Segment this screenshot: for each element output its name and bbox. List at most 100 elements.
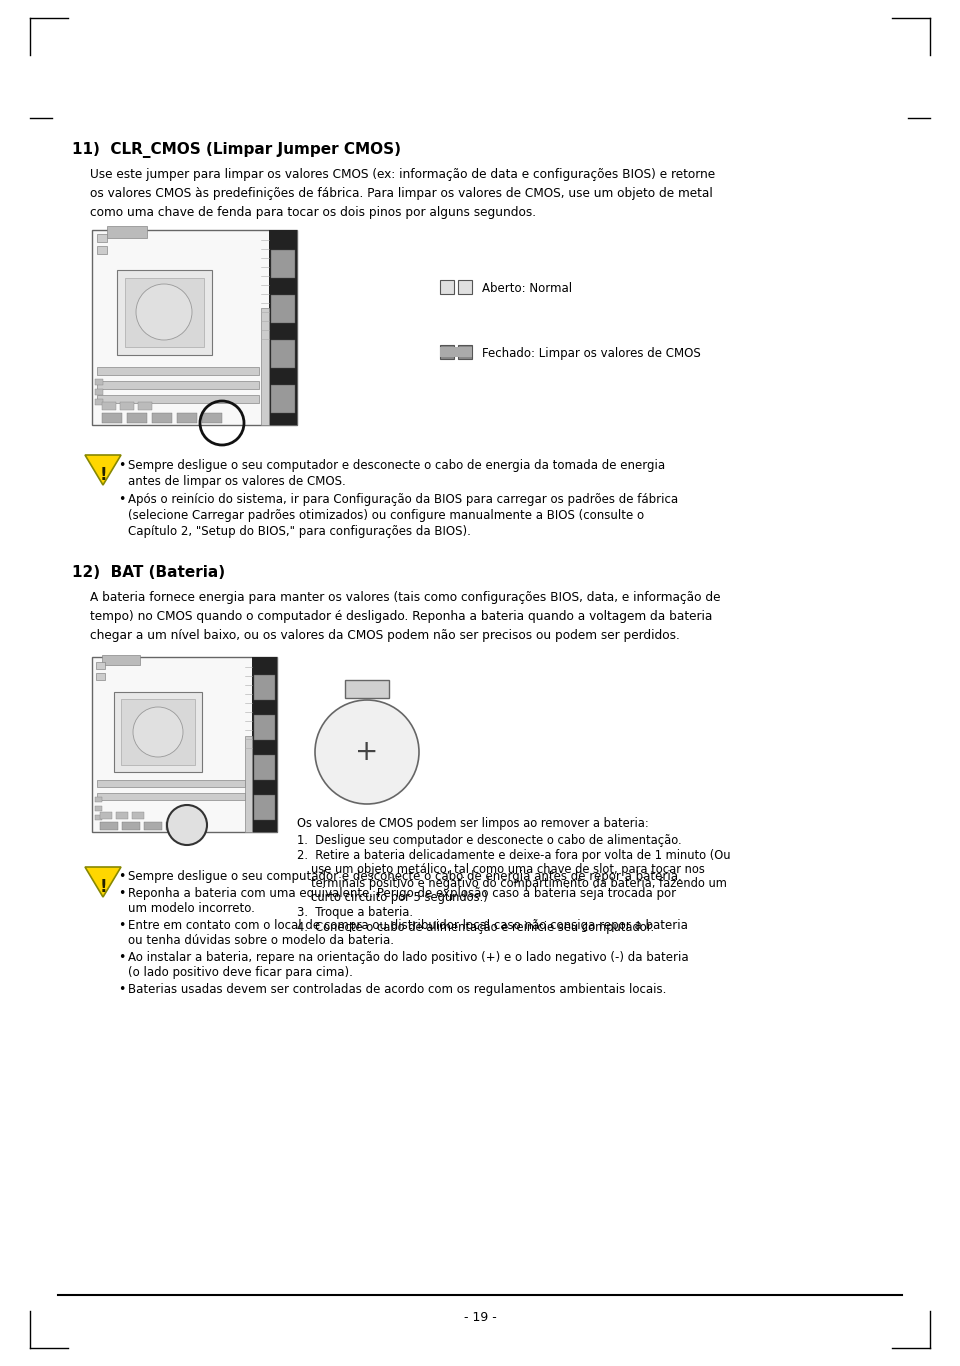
Bar xyxy=(122,822,140,831)
Text: os valores CMOS às predefinições de fábrica. Para limpar os valores de CMOS, use: os valores CMOS às predefinições de fábr… xyxy=(90,187,712,199)
Text: •: • xyxy=(118,887,126,899)
Bar xyxy=(107,225,147,238)
Bar xyxy=(125,279,204,347)
Text: +: + xyxy=(355,738,378,766)
Text: !: ! xyxy=(99,466,107,484)
Bar xyxy=(166,822,184,831)
Text: Use este jumper para limpar os valores CMOS (ex: informação de data e configuraç: Use este jumper para limpar os valores C… xyxy=(90,168,715,182)
Bar xyxy=(345,680,389,698)
Circle shape xyxy=(167,805,207,846)
Text: 2.  Retire a bateria delicadamente e deixe-a fora por volta de 1 minuto (Ou: 2. Retire a bateria delicadamente e deix… xyxy=(297,850,731,862)
Text: tempo) no CMOS quando o computador é desligado. Reponha a bateria quando a volta: tempo) no CMOS quando o computador é des… xyxy=(90,611,712,623)
Polygon shape xyxy=(85,867,121,897)
Bar xyxy=(95,816,102,820)
Bar xyxy=(458,280,472,294)
Bar xyxy=(116,811,128,820)
Text: •: • xyxy=(118,982,126,996)
Text: terminais positivo e negativo do compartimento da bateria, fazendo um: terminais positivo e negativo do compart… xyxy=(311,877,727,891)
Bar xyxy=(102,413,122,423)
Bar xyxy=(440,347,472,357)
Text: antes de limpar os valores de CMOS.: antes de limpar os valores de CMOS. xyxy=(128,475,346,488)
Bar xyxy=(102,402,116,410)
Bar xyxy=(269,229,297,425)
Bar xyxy=(252,657,277,832)
Bar xyxy=(144,822,162,831)
Bar xyxy=(117,270,212,355)
Text: 1.  Desligue seu computador e desconecte o cabo de alimentação.: 1. Desligue seu computador e desconecte … xyxy=(297,835,682,847)
Bar xyxy=(97,234,107,242)
Bar xyxy=(245,736,252,832)
Bar xyxy=(440,346,454,359)
Bar xyxy=(95,378,103,385)
Bar xyxy=(95,806,102,811)
Bar xyxy=(271,385,295,413)
Text: (selecione Carregar padrões otimizados) ou configure manualmente a BIOS (consult: (selecione Carregar padrões otimizados) … xyxy=(128,510,644,522)
Text: A bateria fornece energia para manter os valores (tais como configurações BIOS, : A bateria fornece energia para manter os… xyxy=(90,591,721,604)
Text: 11)  CLR_CMOS (Limpar Jumper CMOS): 11) CLR_CMOS (Limpar Jumper CMOS) xyxy=(72,142,401,158)
Bar xyxy=(254,755,275,780)
Text: Sempre desligue o seu computador e desconecte o cabo de energia da tomada de ene: Sempre desligue o seu computador e desco… xyxy=(128,459,665,473)
Bar xyxy=(132,811,144,820)
Text: Capítulo 2, "Setup do BIOS," para configurações da BIOS).: Capítulo 2, "Setup do BIOS," para config… xyxy=(128,525,470,538)
Bar xyxy=(458,346,472,359)
Bar xyxy=(254,795,275,820)
Text: um modelo incorreto.: um modelo incorreto. xyxy=(128,902,254,915)
Bar xyxy=(92,657,277,832)
Text: 3.  Troque a bateria.: 3. Troque a bateria. xyxy=(297,906,413,919)
Text: chegar a um nível baixo, ou os valores da CMOS podem não ser precisos ou podem s: chegar a um nível baixo, ou os valores d… xyxy=(90,628,680,642)
Text: - 19 -: - 19 - xyxy=(464,1311,496,1324)
Bar xyxy=(254,714,275,740)
Bar xyxy=(102,656,140,665)
Text: curto circuito por 5 segundos.): curto circuito por 5 segundos.) xyxy=(311,891,488,904)
Bar xyxy=(121,699,195,765)
Text: •: • xyxy=(118,493,126,505)
Bar xyxy=(97,246,107,254)
Text: Fechado: Limpar os valores de CMOS: Fechado: Limpar os valores de CMOS xyxy=(482,347,701,359)
Circle shape xyxy=(136,284,192,340)
Bar xyxy=(100,811,112,820)
Bar xyxy=(95,796,102,802)
Text: •: • xyxy=(118,918,126,932)
Text: Sempre desligue o seu computador e desconecte o cabo de energia antes de repor a: Sempre desligue o seu computador e desco… xyxy=(128,870,682,882)
Bar xyxy=(100,822,118,831)
Text: como uma chave de fenda para tocar os dois pinos por alguns segundos.: como uma chave de fenda para tocar os do… xyxy=(90,206,536,219)
Bar xyxy=(92,229,297,425)
Bar xyxy=(261,307,269,425)
Text: 4.  Conecte o cabo de alimentação e reinicie seu computador.: 4. Conecte o cabo de alimentação e reini… xyxy=(297,921,654,934)
Bar xyxy=(120,402,134,410)
Text: Ao instalar a bateria, repare na orientação do lado positivo (+) e o lado negati: Ao instalar a bateria, repare na orienta… xyxy=(128,951,688,963)
Text: Aberto: Normal: Aberto: Normal xyxy=(482,281,572,295)
Bar xyxy=(271,295,295,322)
Text: •: • xyxy=(118,459,126,473)
Polygon shape xyxy=(85,455,121,485)
Bar xyxy=(97,381,259,389)
Bar xyxy=(97,395,259,403)
Text: !: ! xyxy=(99,878,107,896)
Text: (o lado positivo deve ficar para cima).: (o lado positivo deve ficar para cima). xyxy=(128,966,353,979)
Text: Os valores de CMOS podem ser limpos ao remover a bateria:: Os valores de CMOS podem ser limpos ao r… xyxy=(297,817,649,831)
Text: ou tenha dúvidas sobre o modelo da bateria.: ou tenha dúvidas sobre o modelo da bater… xyxy=(128,934,394,947)
Text: •: • xyxy=(118,870,126,882)
Bar xyxy=(97,794,245,800)
Text: Baterias usadas devem ser controladas de acordo com os regulamentos ambientais l: Baterias usadas devem ser controladas de… xyxy=(128,982,666,996)
Bar xyxy=(95,389,103,395)
Bar xyxy=(152,413,172,423)
Bar xyxy=(271,340,295,367)
Bar xyxy=(138,402,152,410)
Text: Após o reinício do sistema, ir para Configuração da BIOS para carregar os padrõe: Após o reinício do sistema, ir para Conf… xyxy=(128,493,678,505)
Text: Entre em contato com o local de compra ou distribuidor local caso não consiga re: Entre em contato com o local de compra o… xyxy=(128,918,688,932)
Bar xyxy=(271,250,295,279)
Text: use um objeto metálico, tal como uma chave de slot, para tocar nos: use um objeto metálico, tal como uma cha… xyxy=(311,863,705,876)
Bar xyxy=(95,399,103,404)
Bar xyxy=(202,413,222,423)
Bar xyxy=(440,280,454,294)
Bar xyxy=(97,367,259,376)
Circle shape xyxy=(133,708,183,757)
Bar xyxy=(96,673,105,680)
Bar xyxy=(127,413,147,423)
Circle shape xyxy=(315,699,419,805)
Text: 12)  BAT (Bateria): 12) BAT (Bateria) xyxy=(72,566,226,581)
Bar xyxy=(97,780,245,787)
Text: •: • xyxy=(118,951,126,963)
Bar xyxy=(114,693,202,772)
